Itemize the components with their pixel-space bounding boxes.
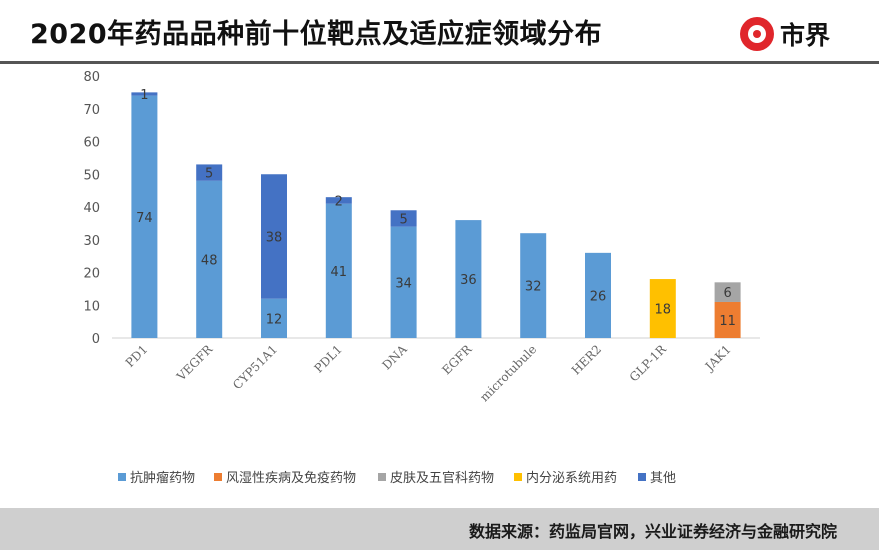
- footer: 数据来源：药监局官网，兴业证券经济与金融研究院: [0, 508, 879, 550]
- bar-segment: [585, 252, 611, 338]
- legend-swatch: [118, 473, 126, 481]
- data-label: 26: [590, 289, 607, 304]
- legend-swatch: [514, 473, 522, 481]
- bar-segment: [649, 279, 676, 338]
- bar-segment: [455, 220, 482, 338]
- data-label: 6: [723, 286, 731, 301]
- legend-label: 抗肿瘤药物: [130, 470, 195, 486]
- shield-s-icon: [740, 17, 774, 51]
- header: 2020年药品品种前十位靶点及适应症领域分布 市界: [0, 0, 879, 64]
- data-label: 32: [525, 280, 542, 295]
- legend-label: 其他: [650, 471, 676, 486]
- data-label: 41: [331, 265, 348, 280]
- data-label: 36: [460, 273, 477, 288]
- x-axis: PD1 VEGFR CYP51A1 PDL1 DNA EGFR microtubule HER…: [123, 342, 734, 405]
- data-label: 48: [201, 253, 218, 268]
- legend-swatch: [638, 473, 646, 481]
- y-tick-label: 40: [83, 201, 100, 216]
- legend-swatch: [378, 473, 386, 481]
- legend-swatch: [214, 473, 222, 481]
- bar-labels: 74 1 48 5 12 38 41 2 34 5 36 32 26 18 11 6: [136, 88, 736, 329]
- x-tick-label: CYP51A1: [230, 342, 280, 392]
- x-tick-label: GLP-1R: [627, 342, 670, 385]
- x-tick-label: microtubule: [477, 342, 539, 404]
- bar-segment: [131, 92, 158, 96]
- page-title: 2020年药品品种前十位靶点及适应症领域分布: [30, 19, 603, 50]
- bar-segment: [714, 301, 741, 338]
- bar-segment: [390, 226, 417, 338]
- x-tick-label: JAK1: [701, 342, 734, 375]
- legend-label: 风湿性疾病及免疫药物: [226, 470, 356, 486]
- data-label: 1: [140, 88, 148, 103]
- y-tick-label: 30: [83, 234, 100, 249]
- y-tick-label: 80: [83, 70, 100, 85]
- bar-segment: [261, 174, 287, 299]
- data-label: 12: [266, 312, 283, 327]
- data-label: 18: [655, 303, 672, 318]
- x-tick-label: HER2: [569, 342, 604, 377]
- stacked-bar-chart: 0 10 20 30 40 50 60 70 80 74 1 48 5 12 38 41 2 34 5 36 32 26…: [83, 70, 760, 486]
- legend-label: 内分泌系统用药: [526, 470, 617, 486]
- y-tick-label: 20: [83, 267, 100, 282]
- data-label: 74: [136, 211, 153, 226]
- source-note: 数据来源：药监局官网，兴业证券经济与金融研究院: [468, 522, 837, 541]
- y-tick-label: 60: [83, 136, 100, 151]
- y-tick-label: 70: [83, 103, 100, 118]
- y-tick-label: 50: [83, 168, 100, 183]
- data-label: 11: [719, 314, 736, 329]
- bar-segment: [196, 164, 223, 181]
- bar-segment: [520, 233, 547, 338]
- data-label: 38: [266, 230, 283, 245]
- x-tick-label: DNA: [379, 342, 409, 372]
- legend-label: 皮肤及五官科药物: [390, 470, 494, 486]
- bar-segment: [325, 203, 352, 338]
- x-tick-label: PDL1: [311, 342, 344, 375]
- x-tick-label: VEGFR: [173, 342, 216, 385]
- y-tick-label: 0: [92, 332, 100, 347]
- data-label: 5: [399, 212, 407, 227]
- bar-segment: [261, 298, 287, 338]
- logo-text: 市界: [780, 21, 831, 50]
- bar-segment: [390, 210, 417, 227]
- bars: [131, 92, 741, 339]
- y-tick-label: 10: [83, 299, 100, 314]
- bar-segment: [714, 282, 741, 302]
- legend: 抗肿瘤药物 风湿性疾病及免疫药物 皮肤及五官科药物 内分泌系统用药 其他: [118, 470, 676, 486]
- bar-segment: [196, 180, 223, 338]
- bar-segment: [325, 197, 352, 204]
- brand-logo: 市界: [740, 14, 830, 54]
- data-label: 2: [335, 194, 343, 209]
- header-divider: [0, 61, 879, 64]
- data-label: 34: [395, 276, 412, 291]
- x-tick-label: PD1: [123, 342, 151, 370]
- x-tick-label: EGFR: [439, 342, 475, 378]
- data-label: 5: [205, 167, 213, 182]
- bar-segment: [131, 95, 158, 339]
